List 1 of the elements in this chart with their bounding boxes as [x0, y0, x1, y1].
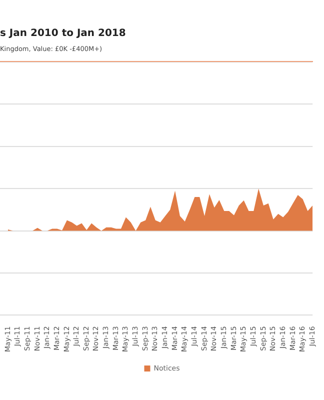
chart-title: s Jan 2010 to Jan 2018	[0, 27, 127, 39]
